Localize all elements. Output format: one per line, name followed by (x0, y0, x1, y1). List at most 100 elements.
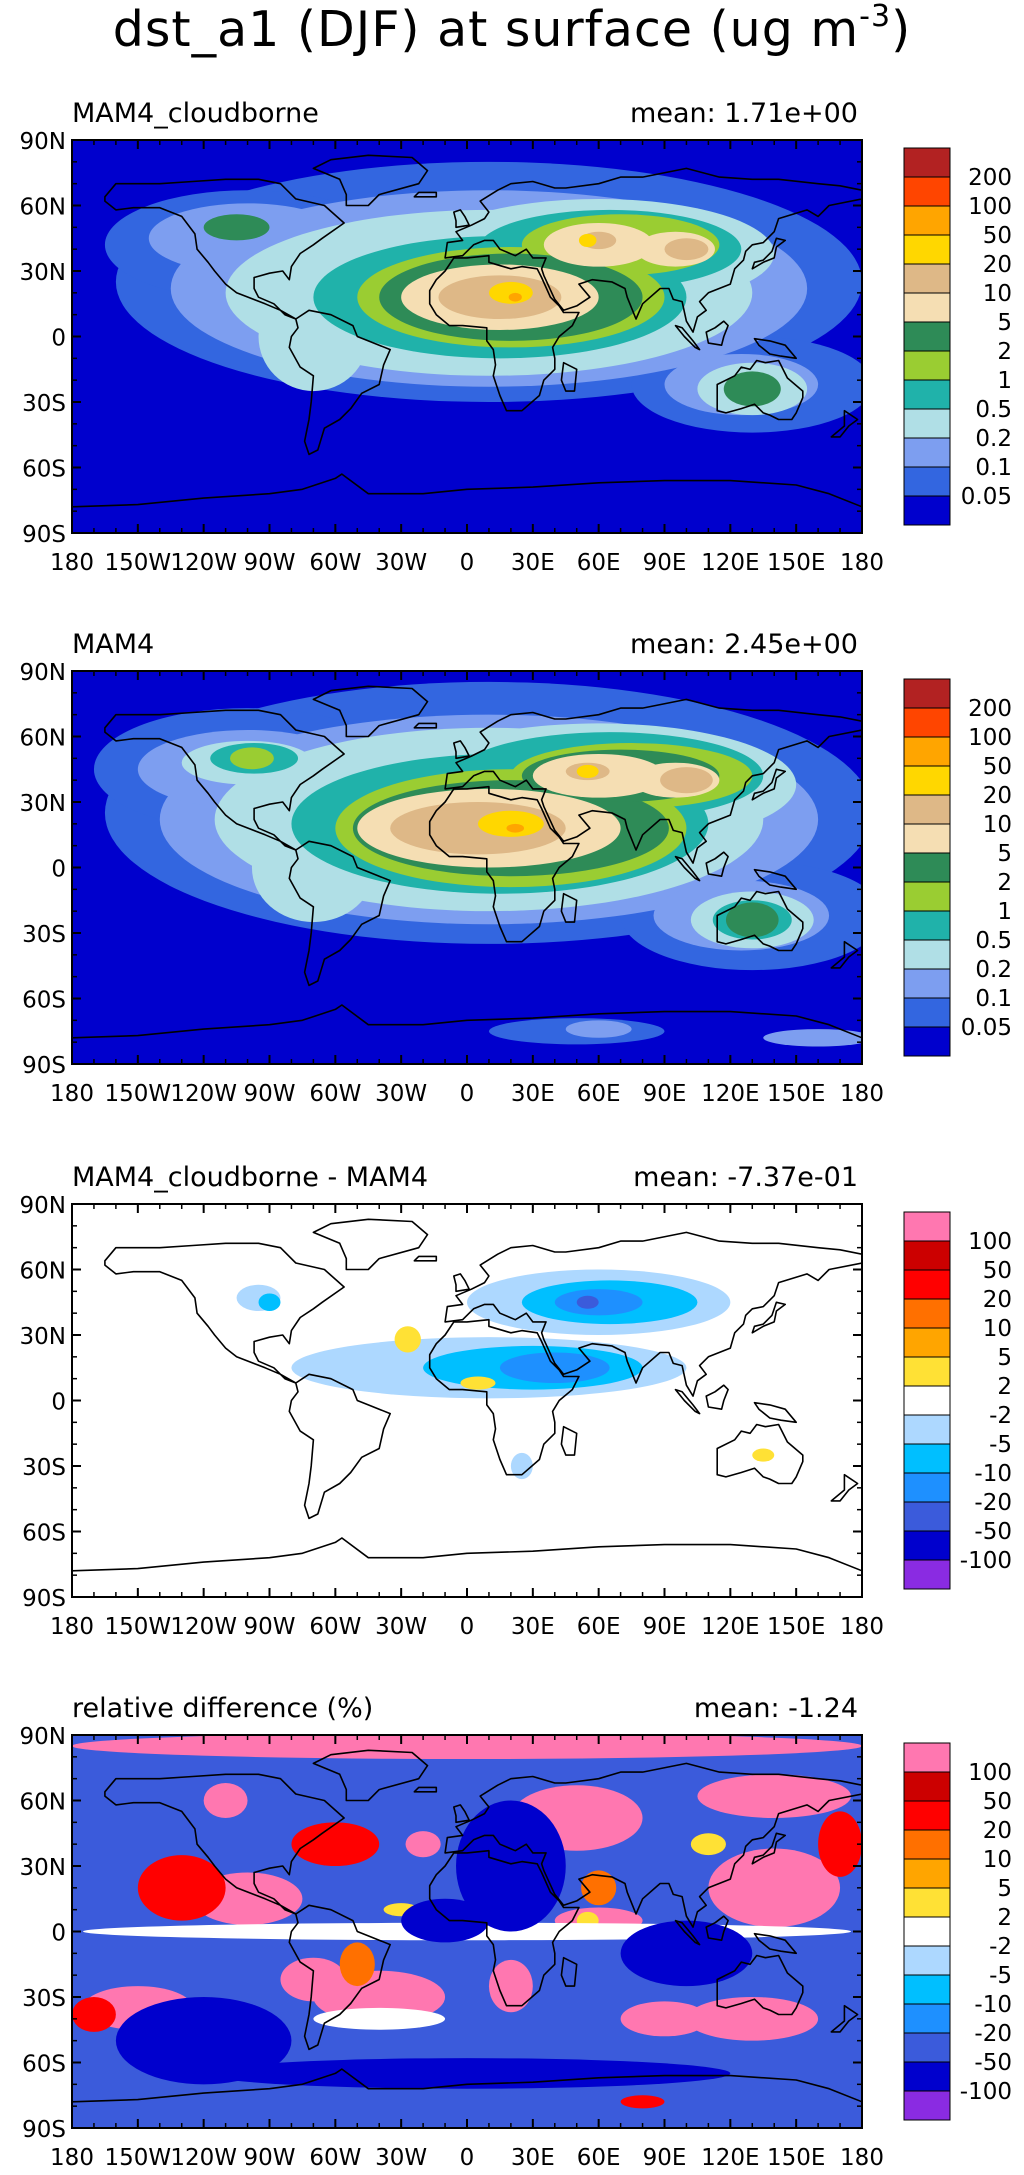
lat-tick-label: 90S (22, 1586, 66, 1612)
colorbar-swatch (903, 147, 951, 178)
field-contour (488, 281, 533, 304)
coastline-japan (751, 237, 786, 270)
colorbar-label: 100 (968, 1229, 1012, 1255)
lon-tick-label: 0 (460, 550, 475, 576)
colorbar-swatch (903, 1771, 951, 1802)
lon-tick-label: 180 (50, 1081, 94, 1107)
coastline-borneo (705, 1384, 729, 1410)
colorbar-swatch (903, 707, 951, 738)
field-contour (394, 1326, 421, 1353)
lat-tick-label: 0 (51, 1921, 66, 1947)
colorbar-swatch (903, 1887, 951, 1918)
field-contour (405, 1831, 441, 1858)
lon-tick-label: 60E (577, 550, 621, 576)
coastline-africa (428, 785, 580, 943)
panel-mean-label: mean: 1.71e+00 (630, 98, 858, 129)
lon-tick-label: 120E (701, 1081, 759, 1107)
colorbar-swatch (903, 765, 951, 796)
colorbar-swatch (903, 2090, 951, 2121)
lat-tick-label: 0 (51, 326, 66, 352)
lon-tick-label: 30E (511, 1081, 555, 1107)
panel-left-label: MAM4 (72, 629, 154, 660)
field-contour (258, 1293, 281, 1311)
colorbar-label: 2 (997, 1905, 1012, 1931)
field-contour (339, 1942, 375, 1987)
colorbar-label: 0.05 (961, 1015, 1012, 1041)
lon-tick-label: 120E (701, 2145, 759, 2171)
lon-tick-label: 120E (701, 550, 759, 576)
colorbar-swatch (903, 1916, 951, 1947)
field-contour (723, 371, 781, 407)
lon-tick-label: 90E (643, 1614, 687, 1640)
coastline-australia (716, 1954, 804, 2016)
field-contour (508, 292, 522, 302)
coastline-newZealand (830, 1473, 859, 1502)
lon-tick-label: 30W (375, 550, 427, 576)
colorbar-swatch (903, 1829, 951, 1860)
colorbar-label: 0.05 (961, 484, 1012, 510)
field-contour (620, 2095, 665, 2109)
lon-tick-label: 150E (767, 550, 825, 576)
lon-tick-label: 150W (105, 1614, 172, 1640)
colorbar-label: 20 (983, 1287, 1012, 1313)
coastline-antarctica (72, 1537, 862, 1597)
colorbar-label: 50 (983, 1258, 1012, 1284)
field-contour (752, 1448, 775, 1462)
lon-tick-label: 60W (309, 1081, 361, 1107)
colorbar-label: 20 (983, 783, 1012, 809)
colorbar-swatch (903, 1327, 951, 1358)
field-contour (313, 2007, 446, 2030)
coastline-britain (453, 1273, 470, 1293)
field-layer (72, 1735, 862, 2128)
colorbar-label: -20 (974, 1490, 1012, 1516)
panel-mean-label: mean: -7.37e-01 (633, 1162, 858, 1193)
lon-tick-label: 60W (309, 1614, 361, 1640)
coastline-newGuinea (753, 868, 797, 891)
colorbar-label: -100 (960, 1548, 1012, 1574)
lat-tick-label: 0 (51, 857, 66, 883)
colorbar-label: -5 (989, 1963, 1012, 1989)
coastline-newZealand (830, 409, 859, 438)
colorbar-swatch (903, 1945, 951, 1976)
colorbar-swatch (903, 2003, 951, 2034)
lat-tick-label: 90S (22, 2117, 66, 2143)
coastline-madagascar (560, 1425, 578, 1456)
lon-tick-label: 90E (643, 1081, 687, 1107)
lon-tick-label: 180 (840, 550, 884, 576)
colorbar-swatch (903, 823, 951, 854)
panel-mean-label: mean: 2.45e+00 (630, 629, 858, 660)
colorbar-swatch (903, 1742, 951, 1773)
lon-tick-label: 180 (50, 1614, 94, 1640)
colorbar-label: -50 (974, 2050, 1012, 2076)
lat-tick-label: 90N (20, 1193, 66, 1219)
colorbar-label: 20 (983, 1818, 1012, 1844)
colorbar-swatch (903, 263, 951, 294)
field-contour (818, 1811, 862, 1877)
colorbar-label: 2 (997, 339, 1012, 365)
coastline-southAmerica (288, 1904, 391, 2051)
lat-tick-label: 60S (22, 2052, 66, 2078)
coastline-sumatra (674, 324, 701, 351)
colorbar-swatch (903, 1414, 951, 1445)
coastline-australia (716, 890, 804, 952)
map-panel-4: relative difference (%) mean: -1.24 90N 60N… (20, 1693, 1012, 2171)
coastline-borneo (705, 851, 729, 877)
colorbar-label: 200 (968, 696, 1012, 722)
coastline-borneo (705, 320, 729, 346)
lon-tick-label: 90W (243, 550, 295, 576)
title-prefix: dst_a1 (DJF) at surface (ug m (112, 1, 860, 58)
colorbar-swatch (903, 1501, 951, 1532)
colorbar-swatch (903, 1356, 951, 1387)
colorbar-label: -2 (989, 1934, 1012, 1960)
lon-tick-label: 0 (460, 1614, 475, 1640)
field-contour (203, 214, 270, 241)
lon-tick-label: 180 (840, 2145, 884, 2171)
coastline-australia (716, 359, 804, 421)
coastline-antarctica (72, 2068, 862, 2128)
lon-tick-label: 150W (105, 1081, 172, 1107)
field-contour (115, 1997, 292, 2085)
field-contour (581, 1870, 617, 1906)
panel-left-label: relative difference (%) (72, 1693, 373, 1724)
map-panel-2: MAM4 mean: 2.45e+0090N60N30N030S60S90S180… (20, 629, 1012, 1107)
colorbar-swatch (903, 968, 951, 999)
